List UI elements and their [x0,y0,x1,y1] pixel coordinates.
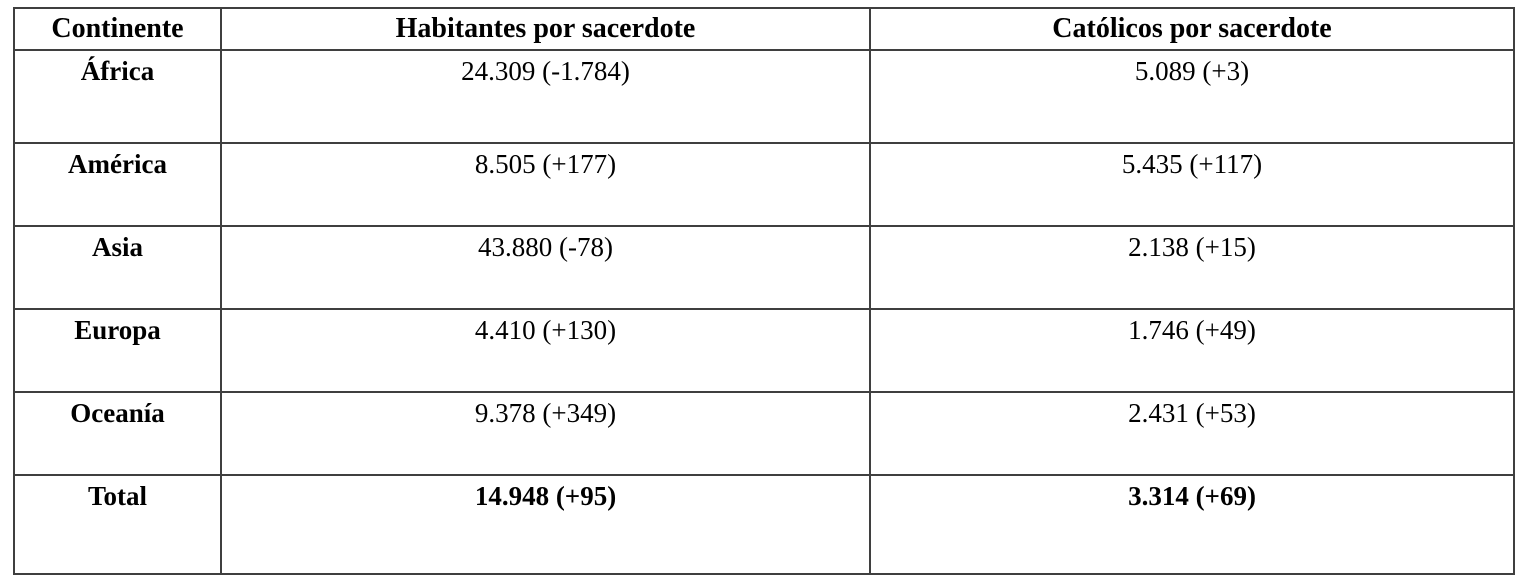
table-row-africa: África 24.309 (-1.784) 5.089 (+3) [13,49,1515,144]
continent-cell: Oceanía [13,391,222,476]
header-inhabitants-per-priest: Habitantes por sacerdote [220,7,871,51]
continent-cell: Total [13,474,222,575]
catholics-cell: 1.746 (+49) [869,308,1515,393]
header-continent: Continente [13,7,222,51]
inhabitants-cell: 9.378 (+349) [220,391,871,476]
catholics-cell: 2.138 (+15) [869,225,1515,310]
inhabitants-cell: 43.880 (-78) [220,225,871,310]
table-row-europa: Europa 4.410 (+130) 1.746 (+49) [13,308,1515,393]
continent-cell: América [13,142,222,227]
inhabitants-cell: 4.410 (+130) [220,308,871,393]
inhabitants-cell: 24.309 (-1.784) [220,49,871,144]
table-row-america: América 8.505 (+177) 5.435 (+117) [13,142,1515,227]
catholics-cell: 3.314 (+69) [869,474,1515,575]
catholics-cell: 2.431 (+53) [869,391,1515,476]
header-catholics-per-priest: Católicos por sacerdote [869,7,1515,51]
priests-statistics-table: Continente Habitantes por sacerdote Cató… [13,7,1515,575]
continent-cell: Asia [13,225,222,310]
inhabitants-cell: 14.948 (+95) [220,474,871,575]
continent-cell: África [13,49,222,144]
continent-cell: Europa [13,308,222,393]
inhabitants-cell: 8.505 (+177) [220,142,871,227]
catholics-cell: 5.089 (+3) [869,49,1515,144]
catholics-cell: 5.435 (+117) [869,142,1515,227]
header-row: Continente Habitantes por sacerdote Cató… [13,7,1515,51]
table-row-total: Total 14.948 (+95) 3.314 (+69) [13,474,1515,575]
table-row-asia: Asia 43.880 (-78) 2.138 (+15) [13,225,1515,310]
table-row-oceania: Oceanía 9.378 (+349) 2.431 (+53) [13,391,1515,476]
